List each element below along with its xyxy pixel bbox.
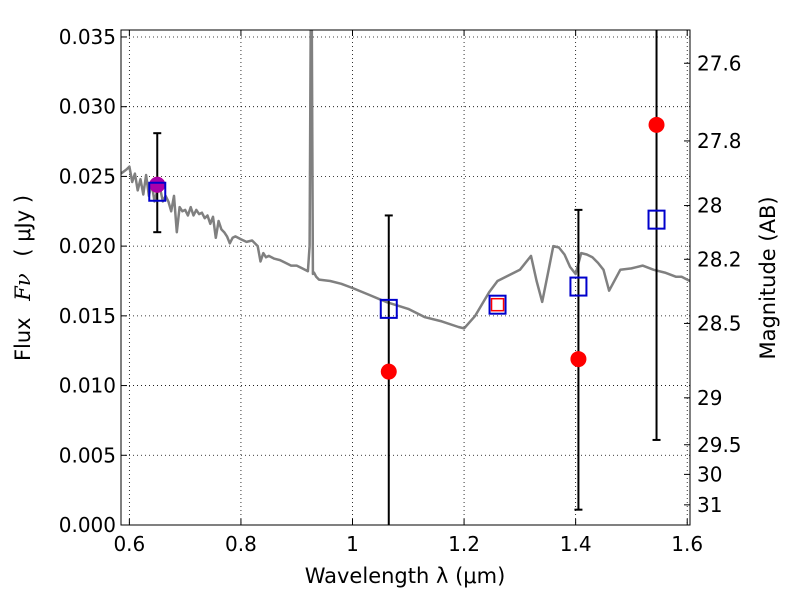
y2-tick-label: 29 [697, 386, 722, 410]
model-photometry-point [148, 181, 167, 202]
y-axis-label-text: Flux [11, 317, 35, 361]
observed-upper-point [490, 297, 505, 312]
x-tick-label: 0.8 [225, 532, 257, 556]
y-axis-label: Flux Fν ( μJy ) [11, 195, 35, 361]
model-photometry-point [488, 294, 507, 315]
y-tick-label: 0.030 [59, 95, 116, 119]
y2-tick-label: 28.2 [697, 247, 742, 271]
y2-tick-label: 31 [697, 493, 722, 517]
tick-labels: 0.6 0.8 1 1.2 1.4 1.6 0.000 0.005 0.010 0.015 0.02… [59, 25, 742, 556]
y-tick-label: 0.005 [59, 443, 116, 467]
y2-axis-label: Magnitude (AB) [756, 196, 780, 359]
y-tick-label: 0.015 [59, 304, 116, 328]
model-photometry-point [647, 209, 666, 230]
model-photometry-point [379, 298, 398, 319]
y2-tick-label: 27.6 [697, 51, 742, 75]
model-spectrum-layer [121, 30, 690, 330]
y2-tick-label: 28.5 [697, 311, 742, 335]
model-spectrum-line [121, 30, 690, 330]
x-tick-label: 1.6 [671, 532, 703, 556]
ticks [121, 30, 690, 526]
observed-point-magenta [149, 176, 166, 193]
observed-point [648, 116, 665, 133]
observed-point [570, 351, 587, 368]
y2-tick-label: 29.5 [697, 433, 742, 457]
model-photometry-point [569, 276, 588, 297]
y-tick-label: 0.035 [59, 25, 116, 49]
y2-tick-label: 28 [697, 194, 722, 218]
y-tick-label: 0.025 [59, 164, 116, 188]
points-layer [148, 116, 666, 380]
plot-frame [120, 29, 691, 526]
x-tick-label: 1.2 [448, 532, 480, 556]
y2-tick-label: 30 [697, 462, 722, 486]
x-tick-label: 0.6 [113, 532, 145, 556]
y-axis-label-symbol: Fν [11, 273, 35, 302]
grid [121, 30, 690, 525]
observed-point [380, 363, 397, 380]
y2-tick-label: 27.8 [697, 129, 742, 153]
x-tick-label: 1.4 [560, 532, 592, 556]
y-tick-label: 0.020 [59, 234, 116, 258]
y-tick-label: 0.000 [59, 513, 116, 537]
y-tick-label: 0.010 [59, 374, 116, 398]
x-tick-label: 1 [346, 532, 359, 556]
y-axis-label-unit: ( μJy ) [11, 195, 35, 257]
x-axis-label: Wavelength λ (μm) [305, 564, 506, 588]
